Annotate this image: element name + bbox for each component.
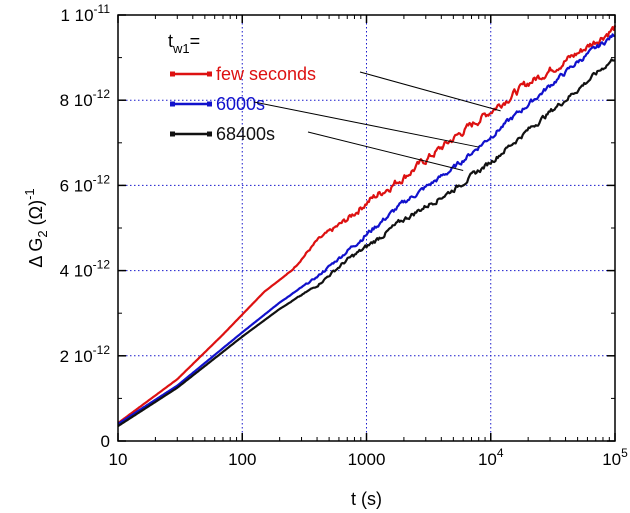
legend-label-2: 68400s (216, 124, 275, 144)
y-axis-label: Δ G2 (Ω)-1 (22, 188, 50, 267)
legend-marker-1 (170, 102, 175, 107)
legend-marker-end-0 (207, 72, 212, 77)
y-tick-label-exp: -12 (93, 172, 111, 186)
y-axis-label-sub: 2 (35, 230, 50, 237)
x-tick-label-base: 10 (478, 450, 497, 469)
legend-marker-end-1 (207, 102, 212, 107)
legend-label-0: few seconds (216, 64, 316, 84)
x-tick-label: 1000 (348, 450, 386, 469)
legend-marker-end-2 (207, 132, 212, 137)
x-tick-label: 100 (228, 450, 256, 469)
y-tick-label-mantissa: 1 10 (60, 6, 93, 25)
x-axis-label: t (s) (351, 489, 382, 509)
legend-marker-0 (170, 72, 175, 77)
y-tick-label-mantissa: 2 10 (60, 347, 93, 366)
legend-title-sub: w1 (172, 41, 190, 56)
y-tick-label-mantissa: 8 10 (60, 91, 93, 110)
x-tick-label-exp: 4 (497, 446, 504, 460)
y-axis-label-sup: -1 (22, 188, 37, 200)
y-tick-label-mantissa: 6 10 (60, 176, 93, 195)
y-tick-label-mantissa: 4 10 (60, 262, 93, 281)
y-axis-label-rest: (Ω) (26, 200, 46, 230)
x-tick-label-exp: 5 (621, 446, 628, 460)
y-tick-label-mantissa: 0 (101, 432, 110, 451)
y-tick-label-exp: -12 (93, 343, 111, 357)
y-tick-label: 0 (101, 432, 110, 451)
y-axis-label-base: Δ G (26, 238, 46, 268)
x-tick-label-base: 10 (602, 450, 621, 469)
x-tick-label: 10 (109, 450, 128, 469)
y-tick-label-exp: -12 (93, 258, 111, 272)
y-tick-label-exp: -11 (94, 2, 111, 16)
legend-title-rest: = (190, 31, 201, 51)
y-tick-label-exp: -12 (93, 87, 111, 101)
legend-marker-2 (170, 132, 175, 137)
legend-label-1: 6000s (216, 94, 265, 114)
